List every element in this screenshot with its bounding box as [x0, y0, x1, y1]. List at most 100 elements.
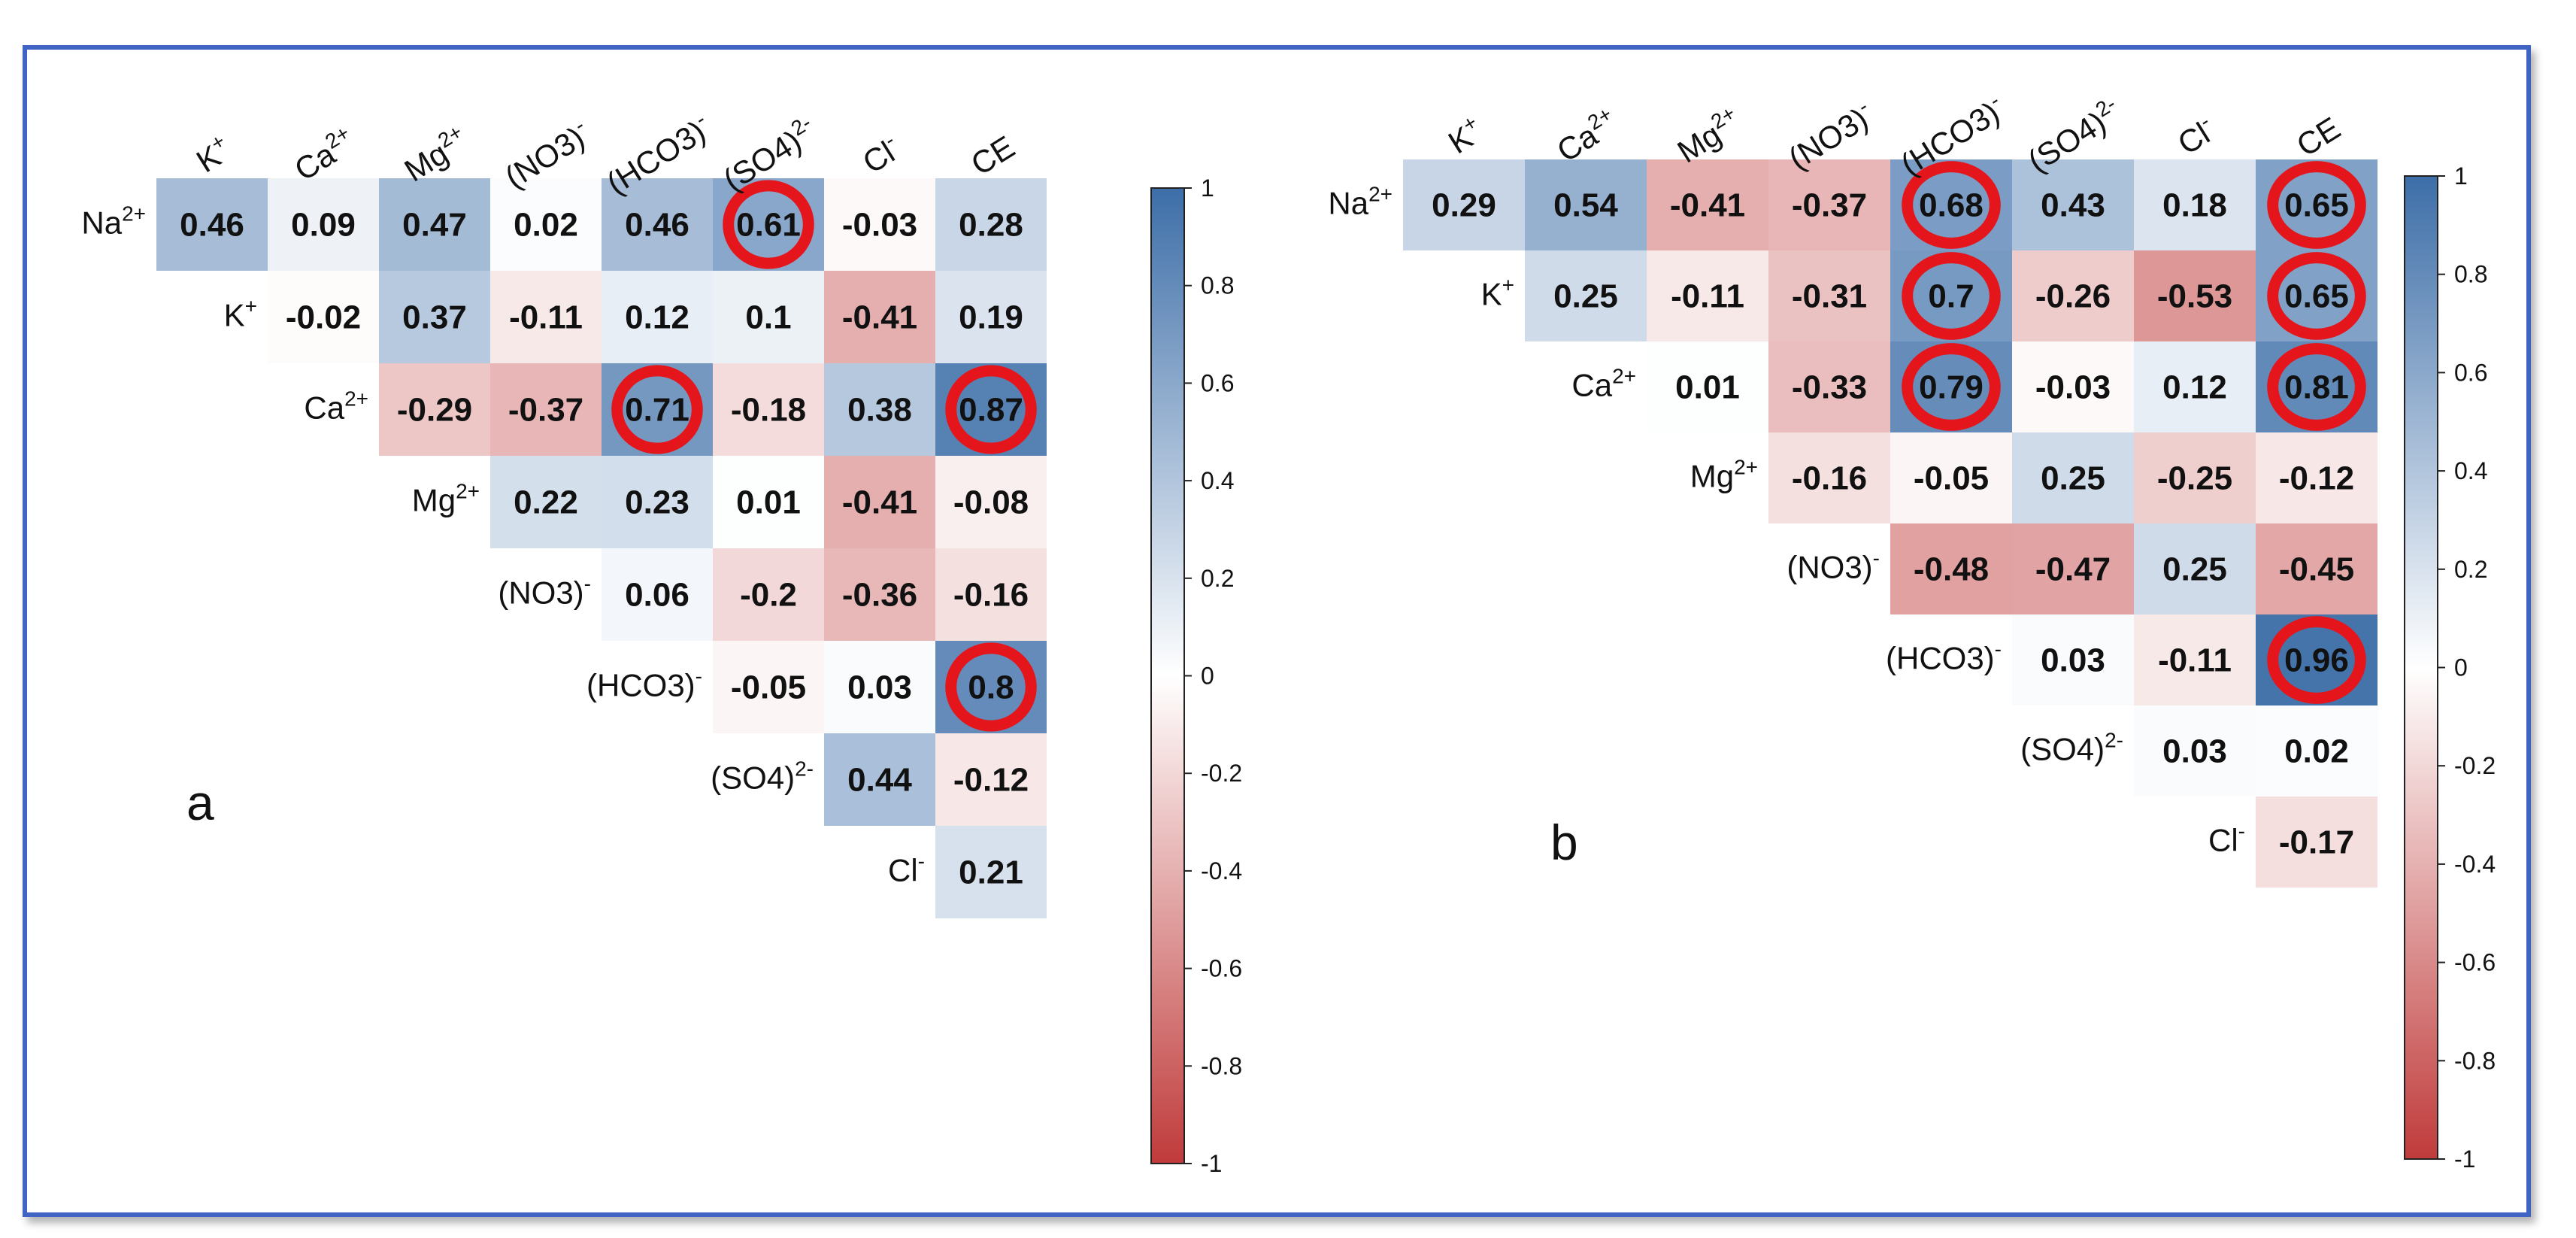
cell-value-b-r0-c3: -0.37	[1792, 187, 1867, 224]
heatmap-cell-a-r7-c7	[935, 826, 1047, 918]
cell-value-b-r5-c5: 0.03	[2041, 642, 2105, 679]
cell-value-a-r3-c4: 0.23	[625, 484, 689, 521]
cell-value-a-r4-c4: 0.06	[625, 577, 689, 614]
label-base: Cl	[888, 853, 918, 888]
colorbar-tick-label-a-2: 0.6	[1201, 369, 1234, 396]
heatmap-cell-b-r6-c7	[2256, 705, 2377, 797]
column-label-a-0: K+	[189, 129, 238, 180]
heatmap-cell-a-r1-c4	[602, 271, 713, 363]
heatmap-cell-a-r3-c3	[490, 456, 602, 548]
colorbar-tick-label-a-3: 0.4	[1201, 467, 1234, 494]
cell-value-b-r7-c7: -0.17	[2279, 824, 2354, 861]
cell-value-b-r3-c3: -0.16	[1792, 460, 1867, 497]
heatmap-cell-b-r0-c3	[1768, 159, 1890, 250]
cell-value-b-r2-c6: 0.12	[2162, 369, 2227, 406]
highlight-ring-b-r2-c7	[2267, 343, 2366, 431]
cell-value-b-r3-c6: -0.25	[2157, 460, 2232, 497]
label-base: Mg	[412, 483, 456, 518]
heatmap-cell-a-r1-c3	[490, 271, 602, 363]
cell-value-a-r0-c2: 0.47	[402, 207, 467, 244]
cell-value-b-r1-c3: -0.31	[1792, 278, 1867, 315]
cell-value-a-r1-c4: 0.12	[625, 299, 689, 336]
heatmap-cell-b-r5-c6	[2134, 614, 2256, 705]
heatmap-cell-b-r3-c7	[2256, 432, 2377, 523]
cell-value-a-r4-c5: -0.2	[740, 577, 797, 614]
cell-value-b-r3-c5: 0.25	[2041, 460, 2105, 497]
row-label-a-2: Ca2+	[304, 387, 368, 426]
label-superscript: -	[918, 850, 925, 873]
heatmap-cell-b-r3-c3	[1768, 432, 1890, 523]
cell-value-a-r0-c3: 0.02	[514, 207, 578, 244]
colorbar-tick-label-b-7: -0.4	[2454, 851, 2496, 878]
heatmap-cell-a-r0-c6	[824, 178, 935, 271]
row-label-b-6: (SO4)2-	[2020, 729, 2123, 767]
heatmap-cell-a-r0-c2	[379, 178, 490, 271]
heatmap-cell-b-r3-c4	[1890, 432, 2012, 523]
heatmap-cell-a-r3-c6	[824, 456, 935, 548]
label-base: (SO4)	[711, 760, 795, 796]
heatmap-cell-a-r0-c3	[490, 178, 602, 271]
heatmap-cell-b-r2-c3	[1768, 341, 1890, 432]
row-label-a-1: K+	[224, 295, 257, 333]
colorbar-a	[1150, 187, 1185, 1164]
label-base: (NO3)	[1787, 550, 1872, 585]
row-label-a-0: Na2+	[81, 202, 146, 241]
cell-value-b-r2-c3: -0.33	[1792, 369, 1867, 406]
cell-value-a-r1-c2: 0.37	[402, 299, 467, 336]
cell-value-b-r3-c4: -0.05	[1914, 460, 1989, 497]
heatmap-cell-a-r5-c6	[824, 641, 935, 733]
highlight-ring-b-r5-c7	[2267, 616, 2366, 704]
heatmap-cell-a-r1-c5	[713, 271, 824, 363]
label-superscript: 2+	[344, 387, 368, 411]
highlight-ring-a-r5-c7	[945, 642, 1037, 732]
heatmap-cell-a-r2-c2	[379, 363, 490, 456]
label-superscript: -	[2238, 820, 2245, 843]
heatmap-cell-a-r1-c7	[935, 271, 1047, 363]
panel-label-a: a	[186, 775, 214, 830]
label-base: Cl	[2208, 823, 2238, 858]
heatmap-cell-a-r0-c0	[156, 178, 268, 271]
cell-value-b-r2-c7: 0.81	[2284, 369, 2349, 406]
colorbar-tick-label-a-5: 0	[1201, 663, 1214, 690]
heatmap-cell-b-r4-c6	[2134, 523, 2256, 614]
heatmap-cell-a-r0-c1	[268, 178, 379, 271]
heatmap-cell-a-r5-c5	[713, 641, 824, 733]
cell-value-a-r1-c1: -0.02	[286, 299, 361, 336]
highlight-ring-a-r2-c4	[611, 365, 703, 454]
cell-value-b-r4-c5: -0.47	[2035, 551, 2111, 588]
cell-value-a-r0-c0: 0.46	[180, 207, 244, 244]
cell-value-a-r3-c7: -0.08	[953, 484, 1029, 521]
heatmap-cell-b-r7-c7	[2256, 797, 2377, 888]
cell-value-b-r0-c4: 0.68	[1919, 187, 1984, 224]
cell-value-b-r0-c6: 0.18	[2162, 187, 2227, 224]
heatmap-cell-a-r6-c6	[824, 733, 935, 826]
heatmap-cell-b-r2-c5	[2012, 341, 2134, 432]
label-base: CE	[2290, 110, 2346, 163]
cell-value-b-r1-c2: -0.11	[1671, 278, 1744, 315]
cell-value-b-r0-c7: 0.65	[2284, 187, 2349, 224]
highlight-ring-a-r0-c5	[723, 180, 814, 269]
colorbar-tick-label-a-7: -0.4	[1201, 857, 1242, 885]
label-base: Mg	[1690, 459, 1734, 494]
cell-value-a-r2-c5: -0.18	[731, 392, 806, 429]
column-label-b-1: Ca2+	[1549, 102, 1624, 169]
heatmap-cell-b-r5-c5	[2012, 614, 2134, 705]
label-superscript: 2+	[456, 480, 480, 503]
cell-value-b-r1-c7: 0.65	[2284, 278, 2349, 315]
colorbar-tick-label-b-6: -0.2	[2454, 752, 2496, 779]
heatmap-cell-b-r1-c1	[1525, 250, 1647, 341]
row-label-b-4: (NO3)-	[1787, 547, 1880, 585]
row-label-a-4: (NO3)-	[498, 572, 591, 611]
colorbar-tick-label-a-8: -0.6	[1201, 955, 1242, 982]
cell-value-a-r0-c5: 0.61	[736, 207, 801, 244]
heatmap-cell-b-r3-c5	[2012, 432, 2134, 523]
heatmap-cell-a-r4-c4	[602, 548, 713, 641]
cell-value-b-r5-c7: 0.96	[2284, 642, 2349, 679]
colorbar-tick-label-a-6: -0.2	[1201, 760, 1242, 787]
column-label-a-6: Cl-	[855, 128, 907, 180]
heatmap-cell-b-r0-c0	[1403, 159, 1525, 250]
column-label-b-7: CE	[2290, 110, 2346, 163]
column-label-a-2: Mg2+	[396, 120, 474, 188]
heatmap-cell-a-r6-c7	[935, 733, 1047, 826]
colorbar-tick-label-b-2: 0.6	[2454, 359, 2487, 386]
